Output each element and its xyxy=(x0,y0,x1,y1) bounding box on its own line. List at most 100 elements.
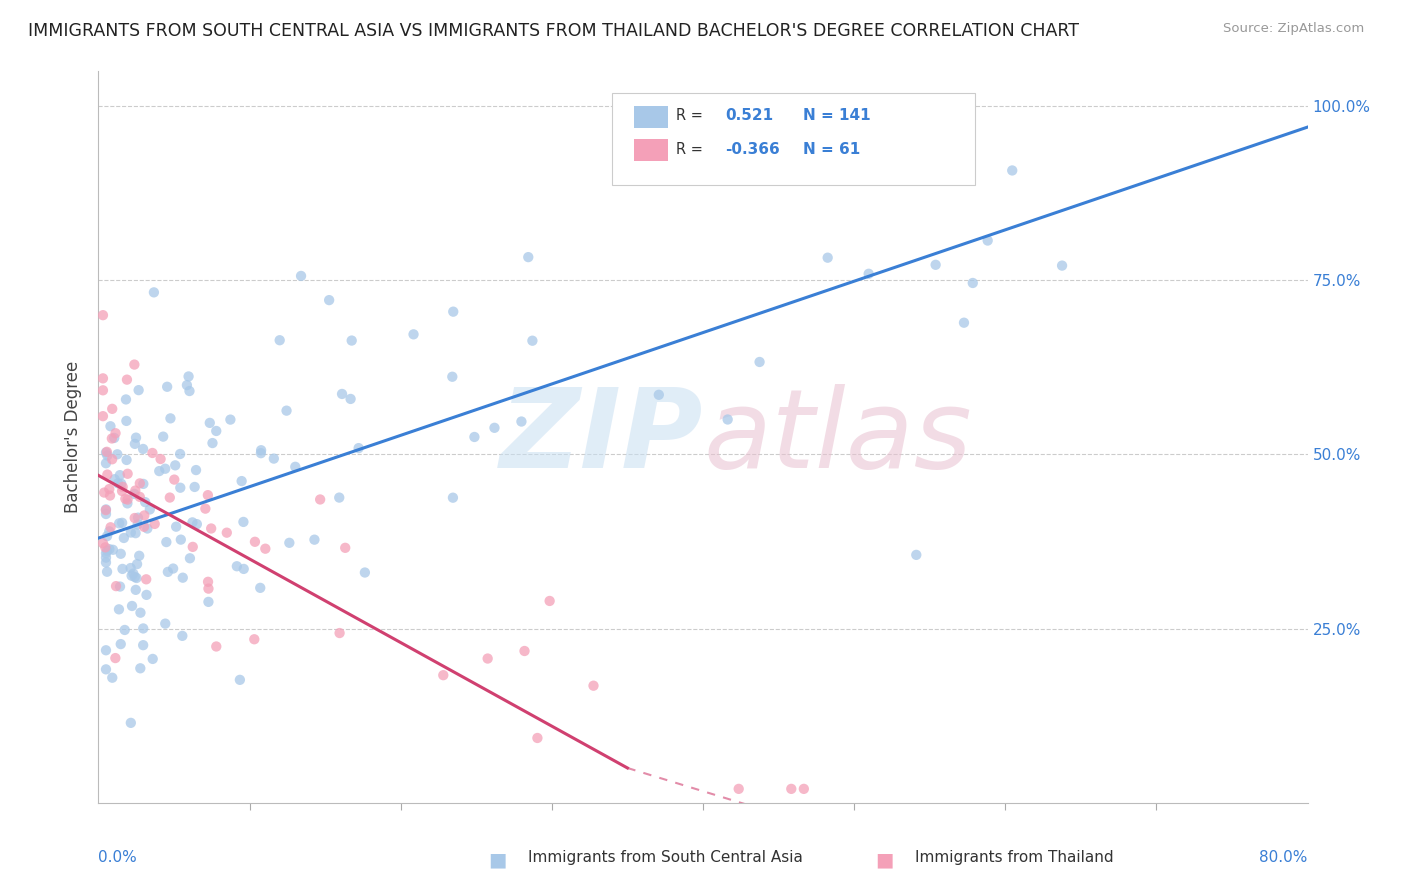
Point xyxy=(124,570,146,584)
Point xyxy=(107,476,129,491)
Point xyxy=(124,483,146,498)
Point xyxy=(127,517,149,532)
Text: -0.366: -0.366 xyxy=(724,142,779,157)
Text: 0.0%: 0.0% xyxy=(98,850,138,865)
Point xyxy=(730,134,752,148)
Point xyxy=(198,416,221,430)
Point xyxy=(347,441,370,455)
Point xyxy=(181,540,204,554)
Point xyxy=(125,557,148,571)
Point xyxy=(120,525,142,540)
Text: ■: ■ xyxy=(488,850,506,870)
Point xyxy=(290,268,312,283)
Point xyxy=(94,643,117,657)
Point xyxy=(103,431,125,445)
Point xyxy=(132,520,155,534)
Point xyxy=(139,502,162,516)
Point xyxy=(858,267,880,281)
Point xyxy=(172,571,194,585)
FancyBboxPatch shape xyxy=(634,106,668,128)
Point xyxy=(104,472,127,486)
Point xyxy=(441,491,464,505)
Point xyxy=(129,606,152,620)
Point xyxy=(269,333,291,347)
Point xyxy=(115,453,138,467)
Text: R =: R = xyxy=(676,108,703,123)
Point xyxy=(135,588,157,602)
Point xyxy=(538,594,561,608)
Point xyxy=(112,531,135,545)
Point xyxy=(100,520,122,534)
Text: 0.521: 0.521 xyxy=(724,108,773,123)
Point xyxy=(141,446,163,460)
Point xyxy=(165,458,187,473)
Point xyxy=(94,507,117,521)
Point xyxy=(94,662,117,676)
Point xyxy=(94,556,117,570)
Point xyxy=(441,304,464,318)
Point xyxy=(117,467,139,481)
Point xyxy=(128,549,150,563)
Point xyxy=(905,548,928,562)
Point xyxy=(142,652,165,666)
Point xyxy=(134,508,156,523)
Point xyxy=(156,380,179,394)
Point xyxy=(328,491,350,505)
Point xyxy=(149,452,172,467)
Point xyxy=(114,491,136,506)
Point xyxy=(111,562,134,576)
Point xyxy=(96,467,118,482)
Point xyxy=(155,535,177,549)
Point xyxy=(354,566,377,580)
Point xyxy=(108,468,131,483)
Point xyxy=(94,503,117,517)
Point xyxy=(117,492,139,507)
Point xyxy=(136,521,159,535)
Point xyxy=(108,602,131,616)
Point xyxy=(132,442,155,456)
Point xyxy=(91,371,114,385)
Point xyxy=(122,566,145,581)
Point xyxy=(441,369,464,384)
Point xyxy=(110,547,132,561)
Point xyxy=(163,473,186,487)
Point xyxy=(104,651,127,665)
Text: IMMIGRANTS FROM SOUTH CENTRAL ASIA VS IMMIGRANTS FROM THAILAND BACHELOR'S DEGREE: IMMIGRANTS FROM SOUTH CENTRAL ASIA VS IM… xyxy=(28,22,1080,40)
Point xyxy=(976,234,998,248)
Point xyxy=(115,414,138,428)
Point xyxy=(329,626,352,640)
Point xyxy=(170,533,193,547)
Point xyxy=(114,623,136,637)
Point xyxy=(98,489,121,503)
Point xyxy=(98,542,121,557)
Text: N = 61: N = 61 xyxy=(803,142,860,157)
Point xyxy=(93,485,115,500)
Point xyxy=(219,412,242,426)
Point xyxy=(526,731,548,745)
Point xyxy=(197,595,219,609)
Point xyxy=(169,481,191,495)
Point xyxy=(153,461,176,475)
Text: Immigrants from South Central Asia: Immigrants from South Central Asia xyxy=(527,850,803,865)
Point xyxy=(179,551,201,566)
Point xyxy=(142,285,165,300)
Point xyxy=(953,316,976,330)
Point xyxy=(148,464,170,478)
Point xyxy=(155,616,177,631)
Point xyxy=(120,561,142,575)
Point xyxy=(924,258,946,272)
Point xyxy=(94,502,117,516)
Point xyxy=(510,415,533,429)
Point xyxy=(229,673,252,687)
Point xyxy=(98,482,121,496)
Text: atlas: atlas xyxy=(703,384,972,491)
Point xyxy=(340,334,363,348)
Point xyxy=(94,546,117,560)
Point xyxy=(201,436,224,450)
Point xyxy=(727,781,749,796)
Point xyxy=(793,781,815,796)
Point xyxy=(962,276,984,290)
Point xyxy=(432,668,454,682)
Point xyxy=(91,409,114,424)
Point xyxy=(250,443,273,458)
